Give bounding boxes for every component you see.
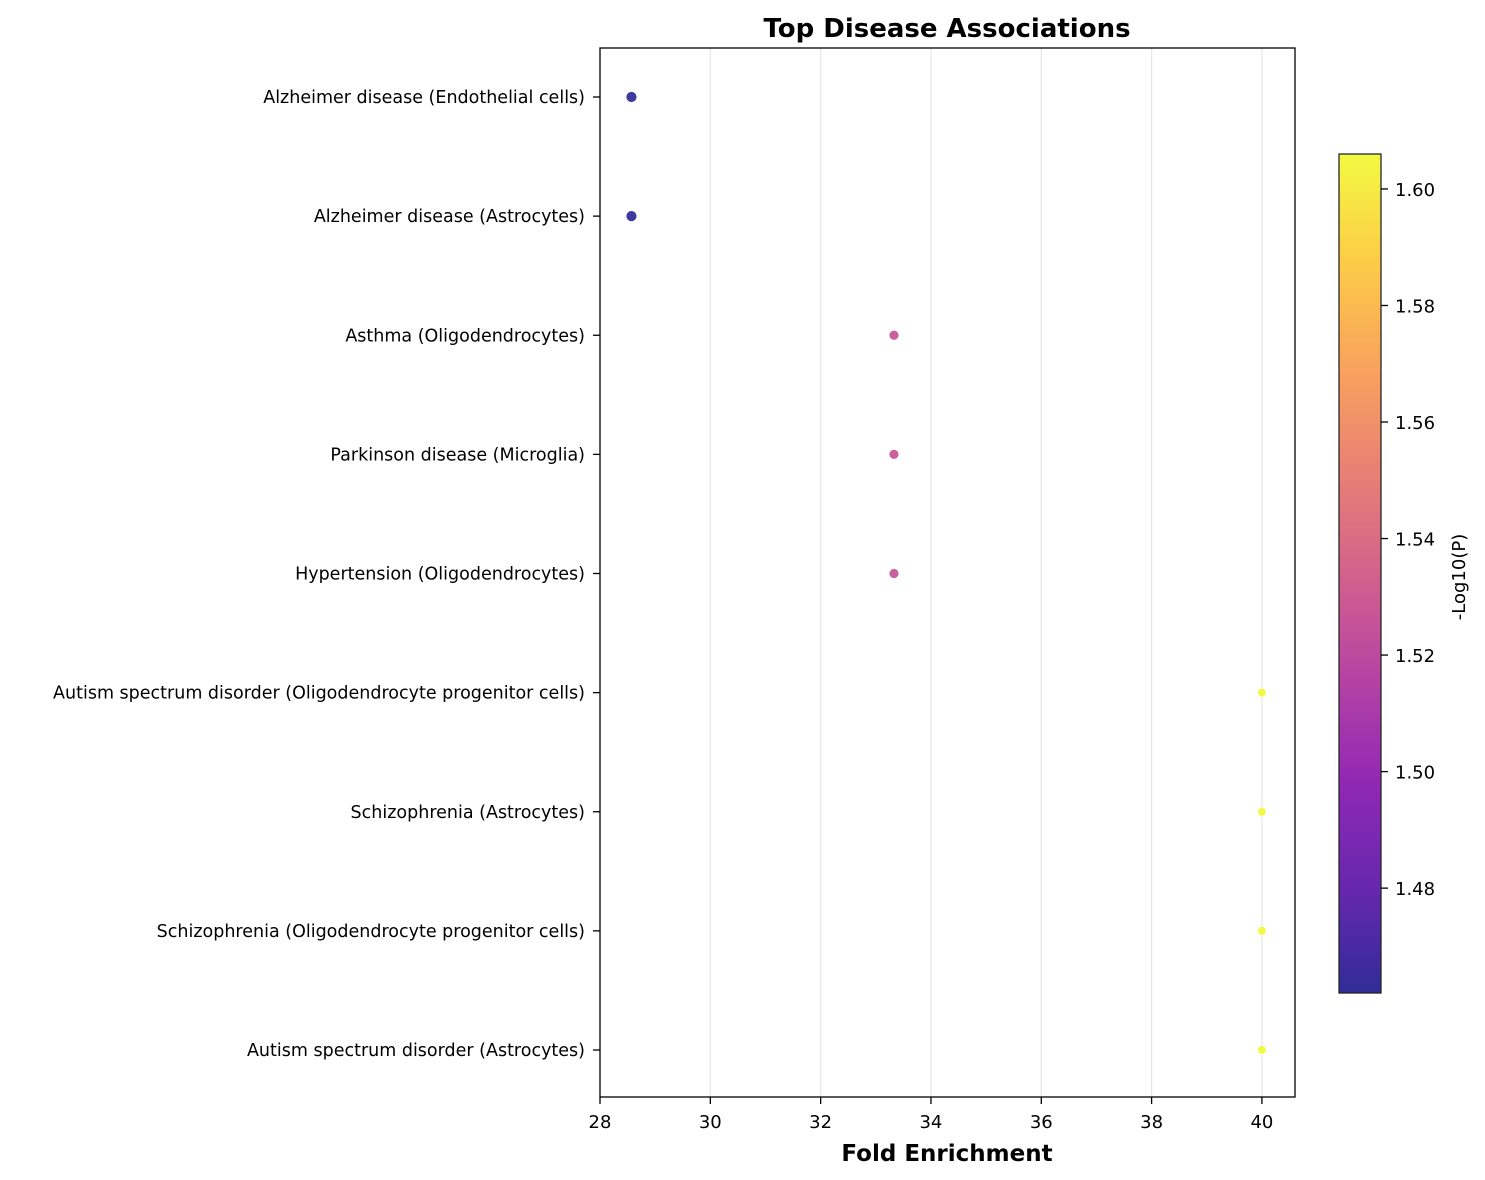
y-tick-label: Asthma (Oligodendrocytes) [345,326,585,346]
colorbar-tick-label: 1.58 [1395,296,1435,317]
y-tick-label: Alzheimer disease (Endothelial cells) [263,88,585,108]
data-point [1257,1045,1267,1055]
data-point [1257,687,1267,698]
colorbar-ticks: 1.48 1.50 1.52 1.54 1.56 1.58 1.60 [1381,180,1435,900]
x-axis-ticks: 28 30 32 34 36 38 40 [589,1097,1273,1133]
x-axis-label: Fold Enrichment [841,1141,1052,1167]
data-point [625,210,638,223]
colorbar-tick-label: 1.50 [1395,763,1435,784]
y-tick-label: Parkinson disease (Microglia) [330,445,585,465]
x-tick-label: 32 [809,1112,832,1133]
colorbar-tick-label: 1.60 [1395,180,1435,201]
grid-lines [709,48,1263,1097]
x-tick-label: 34 [919,1112,942,1133]
data-point [1257,806,1267,817]
data-point [888,329,900,341]
y-axis-ticks: Alzheimer disease (Endothelial cells) Alz… [53,88,600,1061]
plot-frame [599,47,1296,1098]
x-tick-label: 30 [699,1112,722,1133]
x-tick-label: 38 [1140,1112,1163,1133]
x-tick-label: 36 [1030,1112,1053,1133]
y-tick-label: Autism spectrum disorder (Oligodendrocyt… [53,684,585,704]
y-tick-label: Schizophrenia (Oligodendrocyte progenito… [157,922,585,942]
y-tick-label: Alzheimer disease (Astrocytes) [314,207,585,227]
data-point [888,568,900,579]
colorbar-label: -Log10(P) [1449,534,1470,620]
colorbar-tick-label: 1.54 [1395,530,1435,551]
x-tick-label: 40 [1250,1112,1273,1133]
colorbar-tick-label: 1.52 [1395,646,1435,667]
data-point [625,91,638,103]
data-point [888,448,900,460]
colorbar [1338,153,1382,994]
data-point [1257,925,1267,936]
chart-title: Top Disease Associations [763,14,1130,44]
y-tick-label: Schizophrenia (Astrocytes) [351,803,585,823]
y-tick-label: Autism spectrum disorder (Astrocytes) [247,1041,585,1061]
x-tick-label: 28 [589,1112,612,1133]
data-points [625,91,1267,1055]
colorbar-tick-label: 1.56 [1395,413,1435,434]
colorbar-tick-label: 1.48 [1395,879,1435,900]
y-tick-label: Hypertension (Oligodendrocytes) [295,565,585,585]
